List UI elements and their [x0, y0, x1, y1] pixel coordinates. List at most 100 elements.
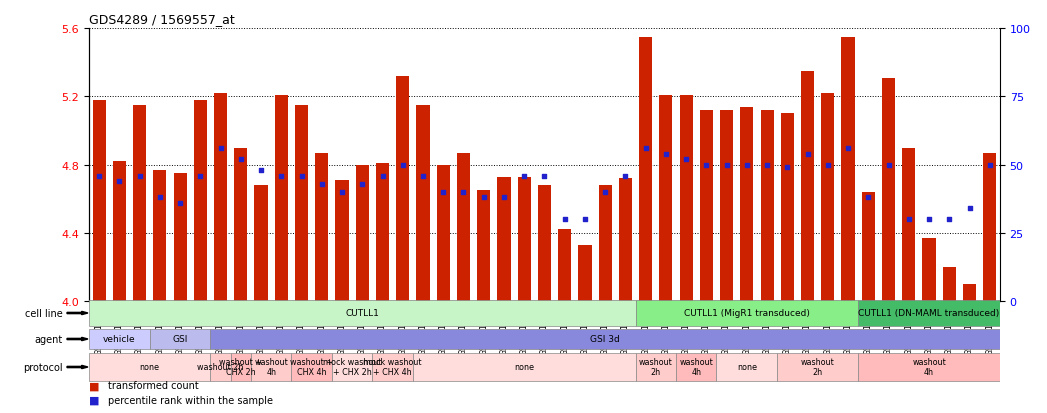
- Point: [759, 162, 776, 169]
- Text: ■: ■: [89, 395, 99, 405]
- Bar: [150, 329, 210, 349]
- Text: ■: ■: [89, 380, 99, 390]
- Bar: [517, 177, 531, 301]
- Bar: [636, 301, 859, 326]
- Text: none: none: [737, 362, 757, 371]
- Point: [415, 173, 431, 179]
- Bar: [194, 100, 207, 301]
- Text: washout
4h: washout 4h: [912, 357, 945, 376]
- Bar: [821, 94, 834, 301]
- Text: none: none: [514, 362, 534, 371]
- Bar: [113, 162, 126, 301]
- Bar: [599, 186, 611, 301]
- Bar: [214, 94, 227, 301]
- Text: percentile rank within the sample: percentile rank within the sample: [108, 395, 273, 405]
- Point: [455, 189, 472, 196]
- Bar: [942, 268, 956, 301]
- Point: [981, 162, 998, 169]
- Bar: [639, 38, 652, 301]
- Point: [334, 189, 351, 196]
- Point: [111, 178, 128, 185]
- Point: [577, 216, 594, 223]
- Point: [536, 173, 553, 179]
- Point: [860, 195, 876, 201]
- Bar: [842, 38, 854, 301]
- Point: [738, 162, 755, 169]
- Point: [920, 216, 937, 223]
- Point: [799, 151, 816, 158]
- Bar: [456, 153, 470, 301]
- Bar: [254, 186, 268, 301]
- Text: CUTLL1: CUTLL1: [346, 308, 379, 317]
- Point: [638, 145, 654, 152]
- Text: protocol: protocol: [23, 362, 63, 372]
- Bar: [210, 353, 230, 382]
- Point: [495, 195, 512, 201]
- Text: agent: agent: [35, 334, 63, 344]
- Bar: [376, 164, 389, 301]
- Text: mock washout
+ CHX 4h: mock washout + CHX 4h: [363, 357, 422, 376]
- Bar: [716, 353, 777, 382]
- Text: GSI 3d: GSI 3d: [591, 334, 620, 343]
- Bar: [291, 353, 332, 382]
- Bar: [497, 177, 511, 301]
- Bar: [477, 191, 490, 301]
- Bar: [781, 114, 794, 301]
- Bar: [882, 78, 895, 301]
- Bar: [251, 353, 291, 382]
- Point: [395, 162, 411, 169]
- Point: [658, 151, 674, 158]
- Point: [941, 216, 958, 223]
- Bar: [174, 174, 186, 301]
- Point: [313, 181, 330, 188]
- Point: [232, 157, 249, 163]
- Bar: [660, 95, 672, 301]
- Bar: [356, 165, 369, 301]
- Text: GSI: GSI: [173, 334, 187, 343]
- Bar: [396, 76, 409, 301]
- Bar: [538, 186, 551, 301]
- Bar: [92, 100, 106, 301]
- Point: [192, 173, 208, 179]
- Bar: [676, 353, 716, 382]
- Point: [252, 167, 269, 174]
- Point: [900, 216, 917, 223]
- Point: [840, 145, 856, 152]
- Point: [435, 189, 451, 196]
- Bar: [680, 95, 693, 301]
- Text: cell line: cell line: [25, 308, 63, 318]
- Point: [131, 173, 148, 179]
- Text: transformed count: transformed count: [108, 380, 199, 390]
- Text: washout +
CHX 2h: washout + CHX 2h: [220, 357, 262, 376]
- Text: vehicle: vehicle: [103, 334, 136, 343]
- Point: [374, 173, 391, 179]
- Text: washout
4h: washout 4h: [680, 357, 713, 376]
- Bar: [903, 148, 915, 301]
- Point: [718, 162, 735, 169]
- Point: [779, 165, 796, 171]
- Bar: [699, 111, 713, 301]
- Text: washout +
CHX 4h: washout + CHX 4h: [290, 357, 333, 376]
- Point: [961, 206, 978, 212]
- Text: washout
4h: washout 4h: [254, 357, 288, 376]
- Text: GDS4289 / 1569557_at: GDS4289 / 1569557_at: [89, 13, 235, 26]
- Text: mock washout
+ CHX 2h: mock washout + CHX 2h: [322, 357, 381, 376]
- Bar: [859, 301, 1000, 326]
- Text: none: none: [139, 362, 160, 371]
- Bar: [332, 353, 373, 382]
- Bar: [89, 329, 150, 349]
- Bar: [760, 111, 774, 301]
- Point: [172, 200, 188, 206]
- Point: [213, 145, 229, 152]
- Point: [820, 162, 837, 169]
- Point: [273, 173, 290, 179]
- Bar: [801, 71, 815, 301]
- Bar: [295, 106, 308, 301]
- Text: washout 2h: washout 2h: [198, 362, 244, 371]
- Text: washout
2h: washout 2h: [639, 357, 672, 376]
- Bar: [235, 148, 247, 301]
- Point: [617, 173, 633, 179]
- Bar: [437, 165, 450, 301]
- Point: [597, 189, 614, 196]
- Bar: [963, 285, 976, 301]
